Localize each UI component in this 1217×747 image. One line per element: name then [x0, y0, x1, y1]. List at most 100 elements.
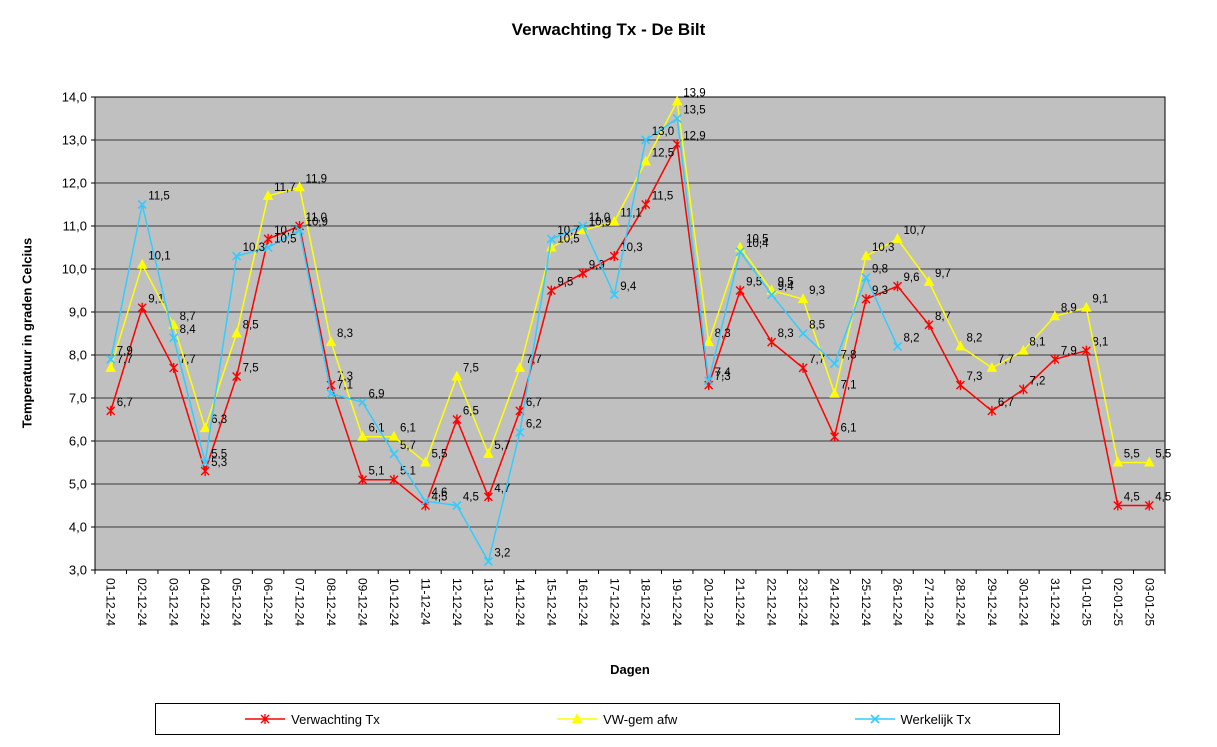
triangle-marker [797, 293, 809, 304]
data-label: 6,9 [369, 388, 385, 400]
y-tick-label: 8,0 [69, 348, 87, 363]
x-category-label: 03-01-25 [1142, 578, 1156, 626]
data-label: 4,6 [431, 487, 447, 499]
data-label: 10,7 [274, 225, 296, 237]
legend-label: VW-gem afw [603, 711, 678, 727]
y-tick-label: 7,0 [69, 391, 87, 406]
star-marker [955, 380, 965, 391]
data-label: 4,5 [1124, 492, 1140, 504]
legend-item-vw-gem-afw: VW-gem afw [556, 712, 677, 727]
x-marker [735, 247, 745, 257]
data-label: 11,5 [148, 191, 170, 203]
x-tick-labels: 01-12-24 02-12-24 03-12-24 04-12-24 05-12-24… [94, 570, 1166, 626]
data-label: 7,7 [809, 354, 825, 366]
star-marker [1081, 345, 1091, 356]
data-label: 9,5 [746, 277, 762, 289]
y-tick-label: 6,0 [69, 434, 87, 449]
star-marker [1018, 384, 1028, 395]
x-category-label: 25-12-24 [859, 578, 873, 626]
data-label: 5,7 [494, 440, 510, 452]
x-marker [515, 427, 525, 437]
legend-label: Verwachting Tx [291, 711, 380, 727]
data-label: 6,1 [841, 423, 857, 435]
x-axis-title: Dagen [610, 662, 650, 677]
data-label: 6,3 [211, 414, 227, 426]
data-label: 8,5 [809, 320, 825, 332]
x-category-label: 28-12-24 [953, 578, 967, 626]
star-marker [1144, 500, 1154, 511]
data-label: 6,2 [526, 418, 542, 430]
x-marker [672, 113, 682, 124]
data-label: 10,9 [306, 216, 328, 228]
star-marker [546, 285, 556, 296]
x-category-label: 01-01-25 [1079, 578, 1093, 626]
star-marker [893, 281, 902, 292]
x-category-label: 22-12-24 [765, 578, 779, 626]
triangle-marker [514, 362, 526, 372]
triangle-marker [892, 233, 903, 243]
data-label: 7,3 [715, 371, 731, 383]
x-category-label: 23-12-24 [796, 578, 810, 626]
x-category-label: 02-12-24 [135, 578, 149, 626]
x-category-label: 15-12-24 [544, 578, 558, 626]
data-label: 12,5 [652, 148, 674, 160]
series-line [110, 117, 899, 564]
triangle-marker [860, 250, 872, 261]
triangle-marker [136, 258, 148, 269]
y-tick-label: 14,0 [62, 90, 87, 105]
data-label: 8,2 [966, 332, 982, 344]
x-category-label: 19-12-24 [670, 578, 684, 626]
star-marker [1113, 500, 1123, 511]
x-category-label: 02-01-25 [1111, 578, 1125, 626]
x-category-label: 05-12-24 [230, 578, 244, 626]
star-marker [263, 233, 273, 244]
data-label: 11,7 [274, 182, 296, 194]
x-category-label: 01-12-24 [104, 578, 118, 626]
star-marker [452, 414, 462, 425]
star-marker [260, 714, 270, 724]
data-label: 9,3 [872, 285, 888, 297]
data-label: 7,7 [117, 354, 133, 366]
x-category-label: 13-12-24 [481, 578, 495, 626]
data-label: 10,3 [872, 242, 894, 254]
y-tick-label: 12,0 [62, 176, 87, 191]
star-marker [924, 319, 934, 330]
triangle-marker [294, 181, 305, 192]
plot-area: 3,0 4,0 5,0 6,0 7,0 8,0 9,0 10,0 11,0 12,0 13,0 14,… [62, 87, 1172, 626]
y-tick-label: 5,0 [69, 477, 87, 492]
star-marker [861, 294, 871, 305]
legend-swatch [557, 713, 598, 723]
series-verwachting-tx [106, 139, 1154, 511]
data-label: 7,1 [337, 380, 353, 392]
data-label: 10,1 [148, 251, 170, 263]
data-label: 13,0 [652, 126, 674, 138]
x-category-label: 17-12-24 [607, 578, 621, 626]
triangle-marker [1049, 310, 1061, 321]
x-category-label: 20-12-24 [702, 578, 716, 626]
data-label: 7,7 [180, 354, 196, 366]
star-marker [735, 285, 745, 296]
x-marker [357, 397, 368, 407]
x-category-label: 11-12-24 [418, 578, 432, 625]
x-marker [829, 359, 840, 369]
x-category-label: 18-12-24 [639, 578, 653, 626]
series-line [110, 141, 1150, 507]
data-label: 7,9 [117, 345, 133, 357]
data-label: 4,5 [463, 492, 479, 504]
x-category-label: 09-12-24 [356, 578, 370, 626]
gridlines [95, 139, 1165, 528]
data-label: 5,5 [1155, 449, 1171, 461]
data-label: 4,5 [431, 492, 447, 504]
y-tick-label: 11,0 [63, 219, 87, 234]
x-marker [892, 341, 903, 351]
x-marker [232, 251, 242, 261]
data-label: 8,7 [180, 311, 196, 323]
data-label: 7,4 [715, 367, 732, 379]
data-label: 10,3 [620, 242, 642, 254]
data-label: 9,4 [778, 281, 795, 293]
data-label: 6,7 [526, 397, 542, 409]
data-label: 9,5 [557, 277, 573, 289]
x-category-label: 10-12-24 [387, 578, 401, 626]
data-label: 11,5 [652, 191, 674, 203]
data-label: 12,9 [683, 130, 705, 142]
